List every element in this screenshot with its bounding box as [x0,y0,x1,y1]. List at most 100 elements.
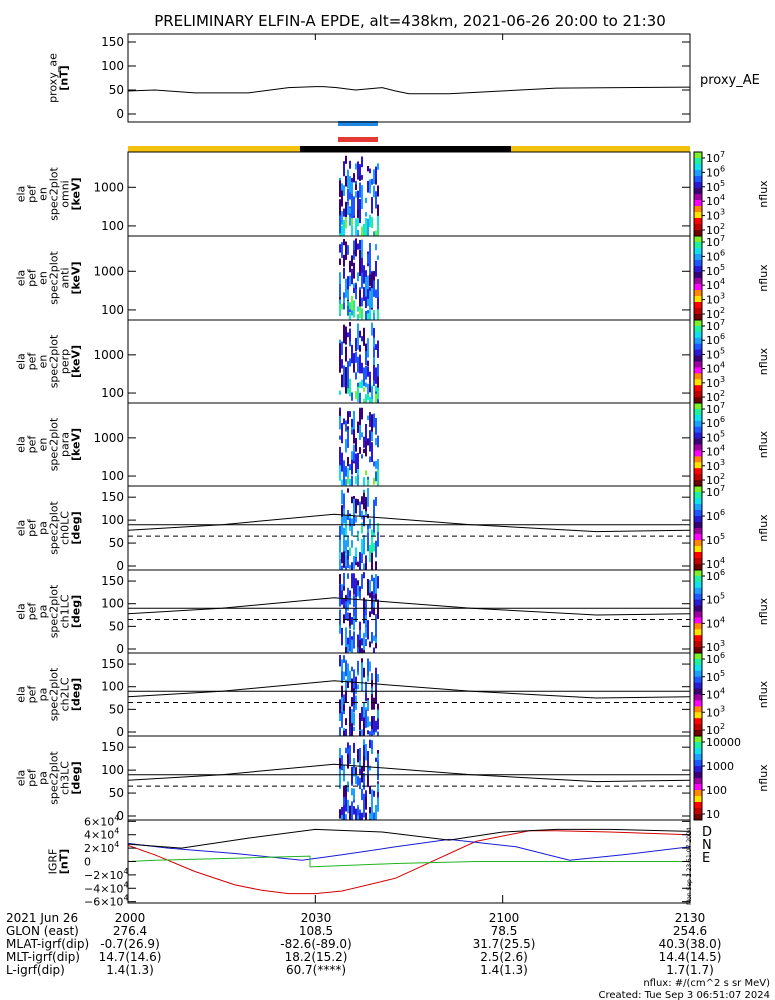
y-tick-label: 100 [101,680,124,694]
heatmap-cell [345,346,347,362]
heatmap-cell [371,426,373,441]
colorbar-band [694,468,702,475]
heatmap-pa_ch1 [339,572,379,653]
heatmap-cell [357,190,359,210]
heatmap-cell [369,307,371,320]
heatmap-cell [377,309,379,320]
heatmap-cell [353,669,355,689]
heatmap-cell [345,540,347,554]
y-axis-label-line: IGRF [47,849,60,875]
y-tick-label: 1000 [93,431,124,445]
heatmap-cell [369,168,371,174]
y-tick-label: 100 [101,219,124,233]
y-axis-label-line: [keV] [70,428,83,461]
heatmap-cell [357,452,359,470]
colorbar-band [694,474,702,481]
heatmap-cell [345,814,347,820]
heatmap-cell [341,584,343,597]
heatmap-cell [347,757,349,768]
heatmap-cell [367,730,369,735]
heatmap-cell [375,496,377,506]
igrf-legend-E: E [702,851,710,866]
heatmap-cell [339,758,341,776]
heatmap-cell [339,609,341,626]
heatmap-cell [371,574,373,582]
colorbar-band [694,546,702,553]
heatmap-cell [371,740,373,749]
heatmap-cell [339,352,341,369]
footer-value: 14.7(14.6) [99,950,162,964]
heatmap-cell [359,408,361,425]
heatmap-cell [351,255,353,267]
heatmap-cell [355,180,357,186]
heatmap-cell [361,729,363,736]
colorbar-tick-label: 106 [706,164,725,179]
y-axis-label-line: para [59,432,72,457]
y-axis-label-line: pef [26,435,39,454]
heatmap-cell [365,365,367,380]
heatmap-cell [355,578,357,593]
heatmap-cell [359,731,361,736]
heatmap-cell [365,470,367,476]
y-axis-label-line: ch0LC [59,511,72,545]
heatmap-cell [343,220,345,236]
colorbar-band [694,730,702,737]
y-axis-label-line: spec2plot [48,501,61,555]
heatmap-cell [347,457,349,467]
heatmap-cell [363,632,365,651]
heatmap-cell [345,375,347,394]
colorbar-band [694,700,702,707]
heatmap-cell [369,611,371,618]
heatmap-cell [349,670,351,683]
heatmap-cell [349,192,351,200]
heatmap-cell [341,211,343,221]
heatmap-cell [359,199,361,209]
y-axis-label-line: pef [26,685,39,704]
heatmap-cell [363,572,365,579]
heatmap-cell [359,630,361,640]
heatmap-cell [357,229,359,236]
heatmap-cell [357,356,359,373]
heatmap-cell [357,660,359,673]
heatmap-cell [375,471,377,482]
heatmap-cell [345,698,347,703]
heatmap-cell [353,726,355,731]
heatmap-cell [341,452,343,472]
footer-value: 18.2(15.2) [285,950,348,964]
heatmap-cell [377,612,379,618]
heatmap-cell [375,720,377,731]
colorbar-band [694,570,702,577]
heatmap-cell [357,749,359,763]
heatmap-cell [369,765,371,771]
colorbar-tick-label: 104 [706,556,725,571]
colorbar-band [694,760,702,767]
heatmap-cell [369,412,371,427]
y-axis-label-line: pef [26,768,39,787]
heatmap-cell [355,437,357,452]
colorbar-label: nflux [757,430,770,458]
heatmap-cell [349,745,351,761]
heatmap-cell [375,367,377,384]
heatmap-cell [377,709,379,723]
colorbar-tick-label: 107 [706,150,725,165]
heatmap-cell [347,386,349,394]
y-axis-label-line: [keV] [70,261,83,294]
colorbar-band [694,772,702,779]
footer-row-label: GLON (east) [6,924,79,938]
heatmap-cell [373,337,375,348]
heatmap-cell [341,590,343,605]
colorbar-tick-label: 104 [706,193,725,208]
y-tick-label: 0 [84,856,91,869]
heatmap-cell [341,806,343,815]
colorbar-frame [693,735,703,821]
heatmap-cell [377,760,379,780]
heatmap-cell [355,808,357,820]
colorbar-band [694,784,702,791]
y-axis-label-line: en [37,438,50,452]
heatmap-cell [359,748,361,764]
heatmap-cell [351,206,353,219]
heatmap-cell [351,766,353,785]
heatmap-cell [353,283,355,288]
heatmap-cell [367,394,369,400]
